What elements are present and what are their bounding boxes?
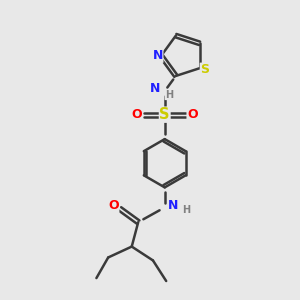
Text: H: H <box>165 90 173 100</box>
Text: N: N <box>152 49 163 62</box>
Text: O: O <box>108 200 119 212</box>
Text: O: O <box>187 108 198 121</box>
Text: N: N <box>150 82 160 95</box>
Text: N: N <box>168 199 178 212</box>
Text: S: S <box>200 63 209 76</box>
Text: H: H <box>182 206 190 215</box>
Text: O: O <box>132 108 142 121</box>
Text: S: S <box>160 107 170 122</box>
